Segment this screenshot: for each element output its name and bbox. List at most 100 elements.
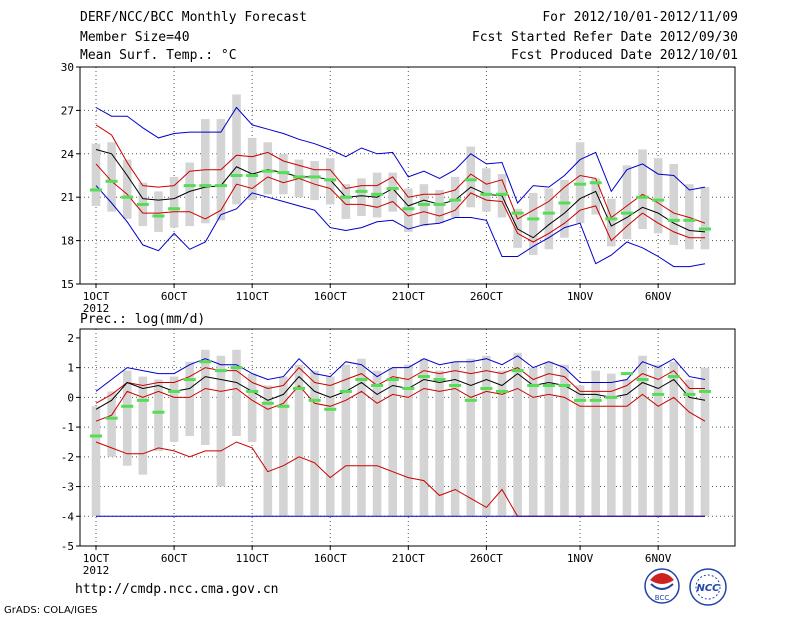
prec-observed-mark — [495, 389, 509, 393]
prec-observed-mark — [527, 383, 540, 387]
prec-observed-mark — [386, 378, 399, 382]
temp-spread-box — [247, 137, 257, 201]
prec-observed-mark — [605, 395, 618, 399]
temp-spread-box — [653, 158, 663, 234]
prec-spread-box — [294, 364, 304, 517]
temp-spread-box — [528, 192, 538, 256]
prec-spread-box — [91, 406, 101, 517]
temp-observed-mark — [324, 178, 337, 182]
prec-spread-box — [575, 385, 585, 517]
prec-observed-mark — [230, 366, 243, 370]
temp-xtick-label: 16OCT — [314, 290, 347, 303]
temp-observed-mark — [230, 174, 243, 177]
temp-observed-mark — [199, 184, 212, 188]
temp-spread-box — [201, 119, 210, 224]
temp-observed-mark — [136, 202, 149, 206]
prec-line-lower — [95, 384, 706, 422]
prec-spread-box — [544, 361, 554, 517]
temp-spread-box — [560, 179, 569, 238]
temp-spread-box — [169, 176, 179, 228]
prec-observed-mark — [636, 378, 649, 382]
temp-observed-mark — [558, 201, 571, 205]
temp-ytick-label: 15 — [61, 278, 74, 291]
prec-observed-mark — [542, 383, 555, 387]
temp-observed-mark — [667, 218, 680, 222]
prec-observed-mark — [589, 398, 602, 402]
temp-ytick-label: 21 — [61, 191, 74, 204]
temp-spread-box — [622, 165, 632, 240]
temp-spread-box — [341, 184, 351, 219]
prec-line-mean — [95, 372, 706, 410]
temp-observed-mark — [698, 227, 712, 231]
temp-observed-mark — [620, 211, 633, 215]
temp-observed-mark — [511, 211, 524, 215]
prec-spread-box — [310, 370, 319, 517]
prec-observed-mark — [698, 389, 712, 393]
prec-spread-box — [372, 370, 382, 517]
temp-observed-mark — [371, 192, 384, 196]
temp-xtick-label: 6NOV — [645, 290, 672, 303]
prec-spread-box — [232, 349, 241, 437]
member-size: Member Size=40 — [80, 30, 190, 45]
prec-observed-mark — [464, 398, 477, 402]
prec-ytick-label: -5 — [61, 540, 74, 553]
prec-spread-box — [700, 367, 710, 517]
temp-spread-box — [91, 143, 101, 206]
prec-observed-mark — [292, 386, 306, 390]
temp-observed-mark — [292, 175, 306, 179]
prec-observed-mark — [89, 434, 103, 438]
temp-line-max — [95, 106, 706, 204]
prec-observed-mark — [558, 383, 571, 387]
footer-url[interactable]: http://cmdp.ncc.cma.gov.cn — [75, 582, 279, 597]
temp-ytick-label: 30 — [61, 61, 74, 74]
temp-spread-box — [607, 198, 616, 247]
temp-spread-box — [685, 184, 694, 250]
prec-observed-mark — [683, 392, 696, 396]
prec-spread-box — [591, 370, 600, 517]
prec-ytick-label: -3 — [61, 481, 74, 494]
prec-spread-box — [482, 355, 491, 517]
prec-observed-mark — [652, 392, 665, 396]
temp-xtick-label: 21OCT — [392, 290, 425, 303]
temp-ytick-label: 27 — [61, 104, 74, 117]
temp-observed-mark — [339, 195, 352, 199]
temp-observed-mark — [261, 169, 274, 173]
temp-frame — [79, 66, 736, 285]
prec-spread-box — [404, 364, 413, 517]
temp-observed-mark — [402, 207, 415, 211]
prec-spread-box — [201, 349, 210, 445]
temp-xtick-label: 1NOV — [567, 290, 594, 303]
temp-spread-box — [310, 161, 319, 201]
temp-spread-box — [122, 159, 132, 219]
prec-observed-mark — [339, 389, 352, 393]
prec-spread-box — [169, 376, 179, 442]
prec-observed-mark — [121, 404, 134, 408]
temp-spread-box — [185, 162, 194, 227]
temp-observed-mark — [574, 182, 587, 186]
prec-spread-box — [154, 379, 163, 451]
temp-observed-mark — [246, 174, 259, 177]
temp-xtick-label: 6OCT — [161, 290, 188, 303]
prec-ytick-label: 2 — [67, 332, 74, 345]
bcc-logo: BCC — [644, 568, 680, 604]
prec-observed-mark — [433, 378, 446, 382]
forecast-started: Fcst Started Refer Date 2012/09/30 — [471, 30, 738, 45]
prec-spread-box — [450, 361, 460, 517]
prec-spread-box — [669, 361, 679, 517]
prec-spread-box — [419, 358, 429, 517]
prec-spread-box — [216, 355, 226, 487]
temp-observed-mark — [386, 187, 399, 191]
prec-xtick-label: 6OCT — [161, 552, 188, 565]
temp-ytick-label: 18 — [61, 235, 74, 248]
prec-observed-mark — [324, 407, 337, 411]
temp-observed-mark — [152, 214, 165, 218]
prec-spread-box — [247, 373, 257, 442]
temp-observed-mark — [605, 217, 618, 221]
temp-observed-mark — [89, 188, 103, 192]
prec-xtick-label: 26OCT — [470, 552, 503, 565]
temp-observed-mark — [121, 195, 134, 199]
prec-observed-mark — [402, 386, 415, 390]
temp-observed-mark — [495, 192, 509, 196]
prec-xtick-label: 1OCT — [83, 552, 110, 565]
temp-observed-mark — [449, 198, 462, 202]
